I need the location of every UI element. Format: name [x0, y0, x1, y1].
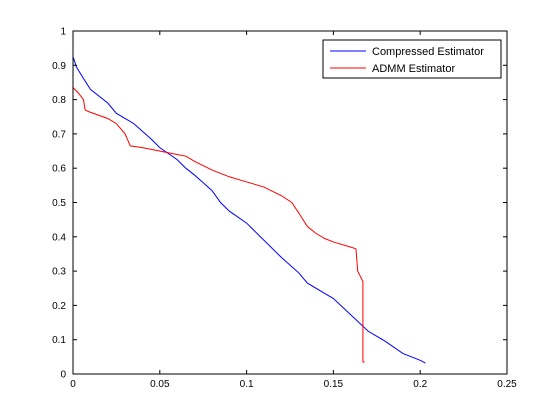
y-tick-label: 0.3	[52, 267, 66, 278]
x-tick-label: 0.2	[413, 379, 427, 390]
plot-background	[73, 31, 507, 374]
y-tick-label: 0.9	[52, 61, 66, 72]
x-tick-label: 0.15	[324, 379, 344, 390]
x-tick-label: 0.1	[240, 379, 254, 390]
y-axis: 0 0.1 0.2 0.3 0.4 0.5 0.6 0.7 0.8 0.9 1	[52, 27, 507, 381]
y-tick-label: 0.6	[52, 164, 66, 175]
y-tick-label: 0.5	[52, 198, 66, 209]
y-tick-label: 1	[60, 27, 66, 38]
series-line-admm-estimator	[72, 87, 365, 363]
legend-label-compressed-estimator: Compressed Estimator	[372, 46, 484, 58]
legend-box	[322, 39, 502, 79]
series-line-compressed-estimator	[72, 56, 426, 364]
legend: Compressed Estimator ADMM Estimator	[322, 39, 502, 79]
x-axis: 0 0.05 0.1 0.15 0.2 0.25	[70, 31, 517, 390]
y-tick-label: 0.2	[52, 301, 66, 312]
x-tick-label: 0.25	[497, 379, 517, 390]
series-layer	[72, 56, 426, 364]
x-tick-label: 0.05	[150, 379, 170, 390]
y-tick-label: 0.1	[52, 335, 66, 346]
y-tick-label: 0	[60, 370, 66, 381]
y-tick-label: 0.4	[52, 232, 66, 243]
legend-label-admm-estimator: ADMM Estimator	[372, 63, 455, 75]
y-tick-label: 0.7	[52, 129, 66, 140]
x-tick-label: 0	[70, 379, 76, 390]
y-tick-label: 0.8	[52, 95, 66, 106]
